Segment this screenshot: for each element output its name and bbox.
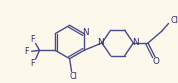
Text: Cl: Cl bbox=[171, 16, 178, 25]
Text: F: F bbox=[25, 47, 29, 56]
Text: N: N bbox=[82, 28, 88, 37]
Text: F: F bbox=[30, 35, 35, 44]
Text: N: N bbox=[132, 39, 138, 47]
Text: Cl: Cl bbox=[70, 72, 77, 81]
Text: F: F bbox=[30, 59, 35, 68]
Text: N: N bbox=[97, 39, 103, 47]
Text: O: O bbox=[152, 57, 159, 66]
